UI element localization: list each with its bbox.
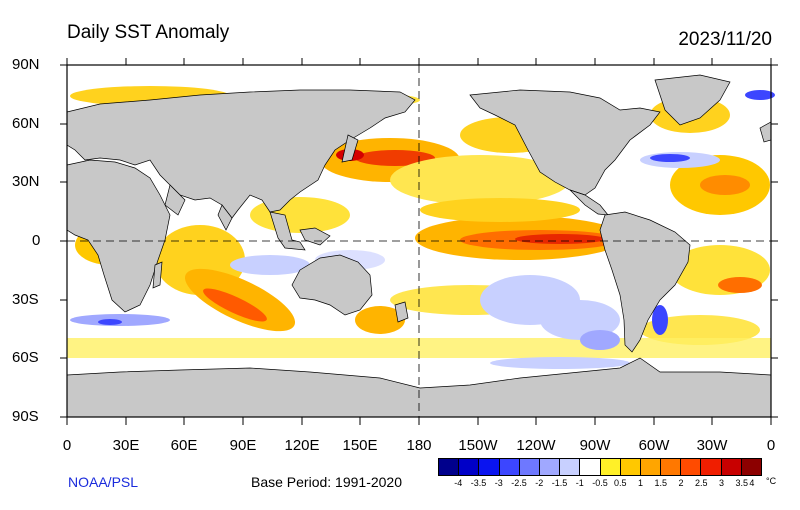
- colorbar-tick-label: 1.5: [654, 478, 668, 488]
- colorbar-swatch: [439, 459, 460, 475]
- colorbar-tick-label: -3: [494, 478, 503, 488]
- colorbar: [438, 458, 762, 476]
- lon-label-150e: 150E: [342, 437, 378, 454]
- colorbar-tick-label: 2.5: [694, 478, 708, 488]
- colorbar-swatch: [459, 459, 480, 475]
- land-greenland: [654, 74, 731, 126]
- colorbar-swatch: [519, 459, 540, 475]
- land-africa: [66, 159, 171, 313]
- land-north-america: [469, 89, 661, 196]
- colorbar-swatch: [681, 459, 702, 475]
- colorbar-swatch: [600, 459, 621, 475]
- lon-label-30e: 30E: [112, 437, 140, 454]
- colorbar-tick-label: -2.5: [511, 478, 527, 488]
- colorbar-tick-label: -4: [454, 478, 463, 488]
- lon-label-90w: 90W: [579, 437, 611, 454]
- land-layer: [66, 74, 772, 418]
- colorbar-swatch: [479, 459, 500, 475]
- land-australia: [291, 254, 373, 316]
- colorbar-tick-label: 0.5: [613, 478, 627, 488]
- colorbar-swatch: [580, 459, 601, 475]
- colorbar-tick-label: -2: [535, 478, 544, 488]
- lon-label-120e: 120E: [284, 437, 320, 454]
- colorbar-unit: °C: [766, 476, 777, 486]
- land-south-america: [599, 211, 691, 353]
- lat-label-30s: 30S: [12, 291, 39, 308]
- lat-label-60s: 60S: [12, 349, 39, 366]
- lon-label-60e: 60E: [170, 437, 198, 454]
- colorbar-swatch: [539, 459, 561, 475]
- lon-label-0: 0: [62, 437, 72, 454]
- lon-label-120w: 120W: [516, 437, 556, 454]
- colorbar-tick-label: 3.5: [735, 478, 749, 488]
- credit-label: NOAA/PSL: [68, 474, 139, 490]
- lat-label-eq: 0: [32, 232, 41, 249]
- colorbar-swatch: [701, 459, 722, 475]
- lon-label-0-east: 0: [766, 437, 776, 454]
- colorbar-swatch: [499, 459, 520, 475]
- colorbar-swatch: [741, 459, 761, 475]
- lat-label-90s: 90S: [12, 408, 39, 425]
- lat-label-30n: 30N: [12, 173, 40, 190]
- colorbar-tick-label: -1: [575, 478, 584, 488]
- colorbar-swatch: [620, 459, 641, 475]
- lon-label-30w: 30W: [696, 437, 728, 454]
- colorbar-tick-label: 3: [718, 478, 725, 488]
- base-period-label: Base Period: 1991-2020: [251, 474, 402, 490]
- lat-label-90n: 90N: [12, 56, 40, 73]
- colorbar-swatch: [640, 459, 662, 475]
- colorbar-swatch: [661, 459, 682, 475]
- lon-label-60w: 60W: [638, 437, 670, 454]
- lat-label-60n: 60N: [12, 115, 40, 132]
- colorbar-tick-label: -3.5: [470, 478, 487, 488]
- colorbar-tick-label: 2: [678, 478, 684, 488]
- lon-label-90e: 90E: [229, 437, 257, 454]
- colorbar-tick-label: 4: [749, 478, 755, 488]
- colorbar-swatch: [560, 459, 581, 475]
- colorbar-tick-label: -1.5: [551, 478, 568, 488]
- map-date: 2023/11/20: [678, 29, 772, 50]
- colorbar-swatch: [721, 459, 742, 475]
- lon-label-150w: 150W: [458, 437, 498, 454]
- colorbar-tick-label: -0.5: [592, 478, 608, 488]
- lon-label-180: 180: [406, 437, 432, 454]
- land-eurasia: [66, 89, 416, 219]
- map-title: Daily SST Anomaly: [67, 22, 230, 43]
- axis-ticks: [60, 58, 778, 425]
- colorbar-tick-label: 1: [637, 478, 644, 488]
